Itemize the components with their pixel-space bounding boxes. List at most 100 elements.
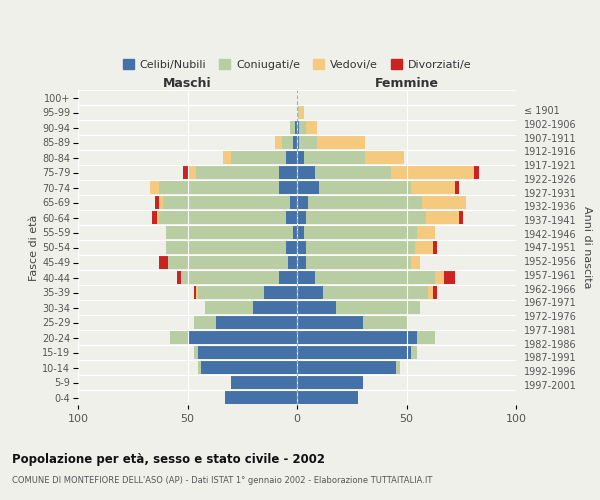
Bar xyxy=(150,181,159,194)
Bar xyxy=(288,256,297,269)
Bar xyxy=(297,166,314,179)
Bar xyxy=(306,256,411,269)
Bar xyxy=(264,286,297,299)
Bar xyxy=(297,331,418,344)
Bar xyxy=(297,256,306,269)
Bar xyxy=(297,241,306,254)
Bar xyxy=(297,151,304,164)
Bar xyxy=(152,211,157,224)
Bar xyxy=(199,361,200,374)
Bar xyxy=(176,271,181,284)
Bar xyxy=(225,391,297,404)
Bar xyxy=(216,316,297,329)
Bar xyxy=(411,181,455,194)
Legend: Celibi/Nubili, Coniugati/e, Vedovi/e, Divorziati/e: Celibi/Nubili, Coniugati/e, Vedovi/e, Di… xyxy=(118,54,476,74)
Bar xyxy=(435,271,444,284)
Y-axis label: Anni di nascita: Anni di nascita xyxy=(582,206,592,288)
Bar xyxy=(168,256,288,269)
Bar xyxy=(293,136,297,149)
Bar xyxy=(299,106,304,119)
Bar xyxy=(187,166,196,179)
Bar xyxy=(205,301,253,314)
Bar xyxy=(286,241,297,254)
Bar xyxy=(418,331,435,344)
Bar xyxy=(166,241,286,254)
Bar xyxy=(299,136,317,149)
Bar xyxy=(200,361,297,374)
Bar xyxy=(297,376,362,389)
Bar xyxy=(290,196,297,209)
Bar xyxy=(157,211,159,224)
Bar xyxy=(196,166,280,179)
Bar xyxy=(428,286,433,299)
Bar xyxy=(159,256,168,269)
Bar xyxy=(295,121,297,134)
Text: COMUNE DI MONTEFIORE DELL'ASO (AP) - Dati ISTAT 1° gennaio 2002 - Elaborazione T: COMUNE DI MONTEFIORE DELL'ASO (AP) - Dat… xyxy=(12,476,433,485)
Bar xyxy=(166,226,293,239)
Bar xyxy=(280,181,297,194)
Bar xyxy=(159,196,163,209)
Bar xyxy=(181,271,280,284)
Bar xyxy=(317,136,365,149)
Bar xyxy=(183,166,187,179)
Bar xyxy=(308,196,422,209)
Bar xyxy=(297,196,308,209)
Bar xyxy=(297,136,299,149)
Bar xyxy=(297,226,304,239)
Bar xyxy=(232,376,297,389)
Bar xyxy=(433,286,437,299)
Bar xyxy=(286,211,297,224)
Bar xyxy=(196,286,199,299)
Bar xyxy=(297,316,362,329)
Bar xyxy=(418,226,435,239)
Bar xyxy=(314,166,391,179)
Bar xyxy=(297,301,337,314)
Text: Popolazione per età, sesso e stato civile - 2002: Popolazione per età, sesso e stato civil… xyxy=(12,452,325,466)
Bar xyxy=(297,391,358,404)
Bar xyxy=(187,331,297,344)
Bar xyxy=(194,286,196,299)
Bar xyxy=(426,211,459,224)
Bar xyxy=(433,241,437,254)
Bar xyxy=(280,166,297,179)
Bar xyxy=(459,211,463,224)
Bar xyxy=(280,271,297,284)
Bar xyxy=(281,136,293,149)
Bar xyxy=(297,361,395,374)
Bar xyxy=(411,346,418,359)
Bar xyxy=(297,346,411,359)
Bar xyxy=(223,151,232,164)
Bar xyxy=(275,136,281,149)
Bar xyxy=(253,301,297,314)
Bar xyxy=(170,331,187,344)
Bar xyxy=(290,121,295,134)
Bar xyxy=(395,361,400,374)
Bar xyxy=(163,196,290,209)
Bar xyxy=(286,151,297,164)
Bar xyxy=(194,346,199,359)
Bar xyxy=(306,211,426,224)
Bar xyxy=(455,181,459,194)
Bar xyxy=(422,196,466,209)
Bar xyxy=(297,106,299,119)
Bar xyxy=(232,151,286,164)
Bar xyxy=(319,181,411,194)
Bar xyxy=(306,121,317,134)
Y-axis label: Fasce di età: Fasce di età xyxy=(29,214,39,280)
Bar xyxy=(159,181,280,194)
Text: Femmine: Femmine xyxy=(374,77,439,90)
Bar xyxy=(444,271,455,284)
Bar xyxy=(391,166,475,179)
Bar xyxy=(411,256,419,269)
Bar xyxy=(297,121,299,134)
Bar xyxy=(297,181,319,194)
Bar xyxy=(362,316,407,329)
Bar xyxy=(297,286,323,299)
Bar xyxy=(297,211,306,224)
Text: Maschi: Maschi xyxy=(163,77,212,90)
Bar xyxy=(194,316,216,329)
Bar xyxy=(314,271,435,284)
Bar xyxy=(199,346,297,359)
Bar xyxy=(297,271,314,284)
Bar xyxy=(159,211,286,224)
